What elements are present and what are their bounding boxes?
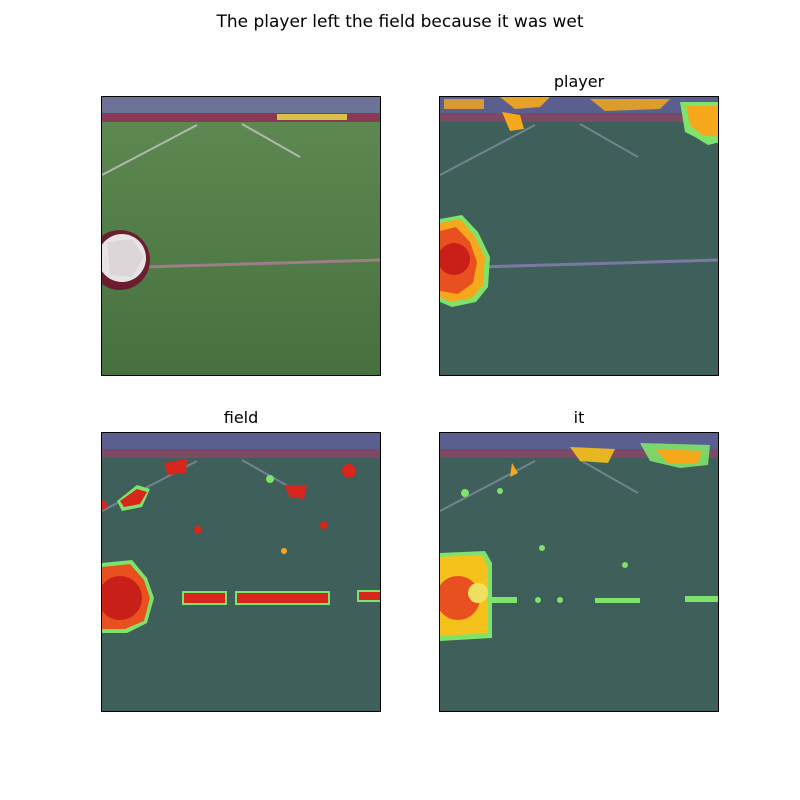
advertising-board (102, 113, 380, 122)
figure-title: The player left the field because it was… (216, 12, 584, 32)
soccer-field-image (102, 97, 380, 375)
player-heatmap (440, 97, 718, 375)
panel-title-it: it (573, 408, 585, 427)
player-heatmap-panel (439, 96, 719, 376)
panel-title-player: player (553, 72, 605, 91)
field-line (141, 258, 380, 269)
stadium-stands (102, 97, 380, 115)
field-line (102, 124, 198, 176)
it-heatmap (440, 433, 718, 711)
field-line (241, 123, 301, 158)
panel-title-field: field (223, 408, 259, 427)
original-image-panel (101, 96, 381, 376)
it-heatmap-panel (439, 432, 719, 712)
field-heatmap (102, 433, 380, 711)
field-heatmap-panel (101, 432, 381, 712)
